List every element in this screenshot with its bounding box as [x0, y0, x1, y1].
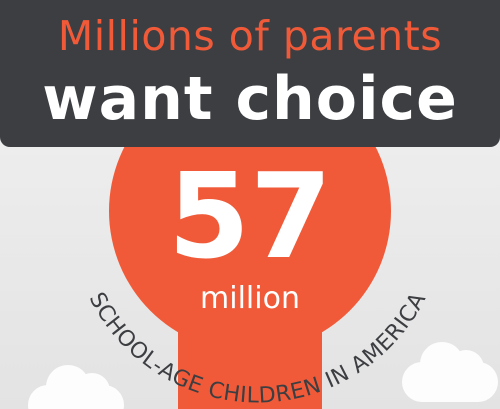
headline-line-1: Millions of parents: [57, 12, 443, 60]
stat-caption: SCHOOL-AGE CHILDREN IN AMERICA: [84, 288, 432, 408]
cloud-right: [402, 342, 498, 402]
headline-banner: Millions of parents want choice: [0, 0, 500, 147]
cloud-left: [28, 365, 124, 409]
headline-line-2: want choice: [42, 64, 458, 134]
stat-stem: [178, 330, 322, 409]
stat-unit: million: [200, 281, 300, 316]
stat-number: 57: [167, 147, 333, 285]
